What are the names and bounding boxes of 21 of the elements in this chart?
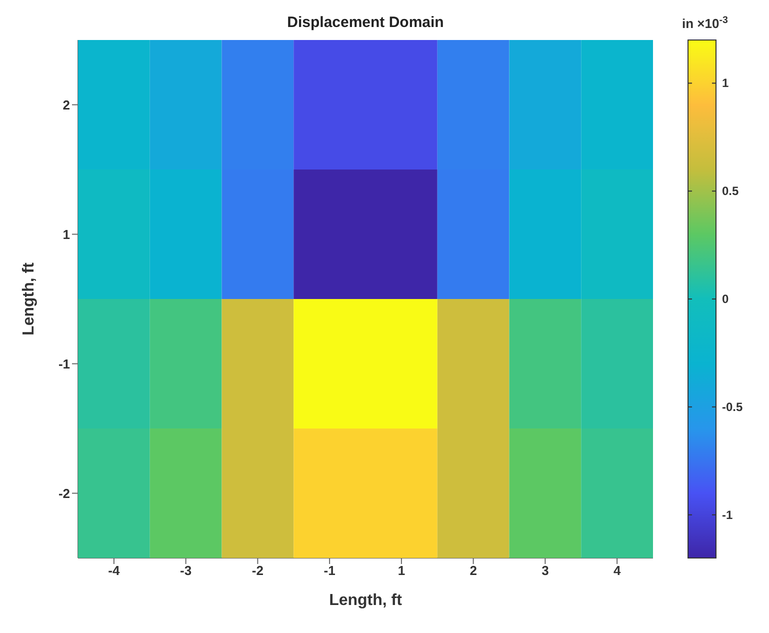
x-tick-label: 3 bbox=[542, 563, 549, 578]
y-axis-title: Length, ft bbox=[20, 262, 38, 336]
x-tick-label: -2 bbox=[252, 563, 264, 578]
color-bar-label: -1 bbox=[722, 508, 733, 522]
color-bar-label: -0.5 bbox=[722, 400, 744, 414]
x-tick-label: -4 bbox=[108, 563, 120, 578]
y-tick-label: -1 bbox=[58, 356, 70, 372]
y-tick-label: 1 bbox=[62, 226, 70, 242]
chart-title: Displacement Domain bbox=[286, 14, 445, 31]
color-bar-label: 0 bbox=[722, 292, 729, 306]
color-bar-label: 0.5 bbox=[722, 184, 740, 198]
color-bar-title: in ×10$^{-3}$ bbox=[682, 14, 728, 31]
x-tick-label: -1 bbox=[324, 563, 336, 578]
x-tick-label: -3 bbox=[180, 563, 192, 578]
y-tick-label: 2 bbox=[62, 97, 70, 112]
x-tick-label: 2 bbox=[470, 563, 477, 578]
x-tick-label: 1 bbox=[398, 563, 406, 578]
color-bar-label: 1 bbox=[722, 76, 729, 90]
x-tick-label: 4 bbox=[613, 563, 622, 578]
x-axis-title: Length, ft bbox=[329, 592, 403, 609]
y-tick-label: -2 bbox=[58, 486, 70, 501]
